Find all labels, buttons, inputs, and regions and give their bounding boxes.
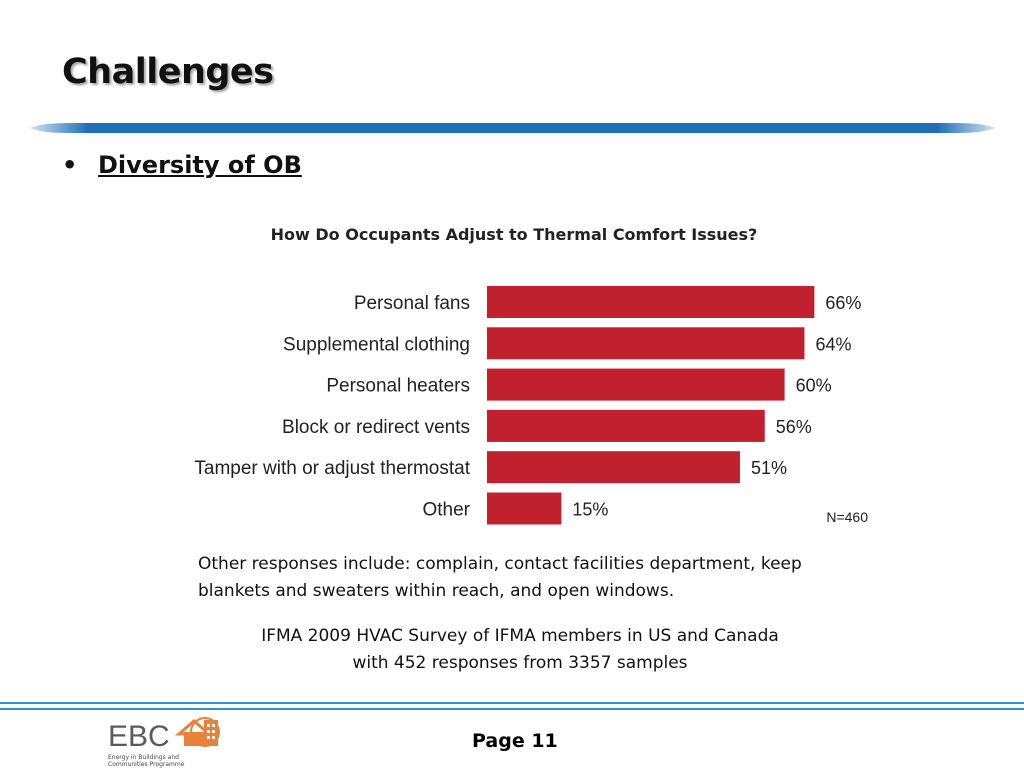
value-label: 15% (572, 500, 608, 520)
title-divider (30, 123, 995, 133)
sample-size-annotation: N=460 (826, 509, 868, 525)
note-line: Other responses include: complain, conta… (198, 554, 802, 574)
value-label: 51% (751, 458, 787, 478)
source-line: with 452 responses from 3357 samples (352, 653, 688, 673)
category-label: Other (422, 500, 470, 521)
house-building-icon (174, 717, 220, 747)
logo-subtitle-line: Communities Programme (108, 761, 185, 768)
note-text: Other responses include: complain, conta… (198, 551, 878, 605)
logo-text: EBC (108, 720, 170, 753)
footer-divider-bottom (0, 708, 1024, 710)
logo-subtitle-line: Energy in Buildings and (108, 754, 179, 761)
bullet-item: • Diversity of OB (62, 151, 302, 179)
chart-bar (487, 286, 815, 318)
value-label: 56% (776, 417, 812, 437)
bullet-marker: • (62, 151, 78, 179)
category-label: Tamper with or adjust thermostat (194, 458, 470, 479)
chart-bar (487, 409, 765, 442)
chart-bar (487, 327, 805, 360)
chart-title: How Do Occupants Adjust to Thermal Comfo… (271, 225, 758, 244)
value-label: 64% (815, 334, 851, 354)
source-text: IFMA 2009 HVAC Survey of IFMA members in… (190, 623, 850, 677)
chart-bar (487, 451, 740, 484)
source-line: IFMA 2009 HVAC Survey of IFMA members in… (261, 626, 779, 646)
category-label: Personal fans (354, 293, 470, 314)
footer-divider-top (0, 702, 1024, 704)
value-label: 60% (796, 376, 832, 396)
category-label: Block or redirect vents (282, 417, 470, 438)
bullet-text: Diversity of OB (98, 151, 302, 179)
value-label: 66% (825, 293, 861, 313)
category-label: Supplemental clothing (283, 334, 470, 355)
chart-bar (487, 368, 785, 401)
slide-title: Challenges (62, 52, 274, 92)
chart-bar (487, 492, 562, 525)
note-line: blankets and sweaters within reach, and … (198, 581, 675, 601)
category-label: Personal heaters (326, 376, 470, 397)
ebc-logo: EBC Energy in Buildings and Communities … (108, 717, 220, 768)
page-number: Page 11 (472, 730, 558, 752)
